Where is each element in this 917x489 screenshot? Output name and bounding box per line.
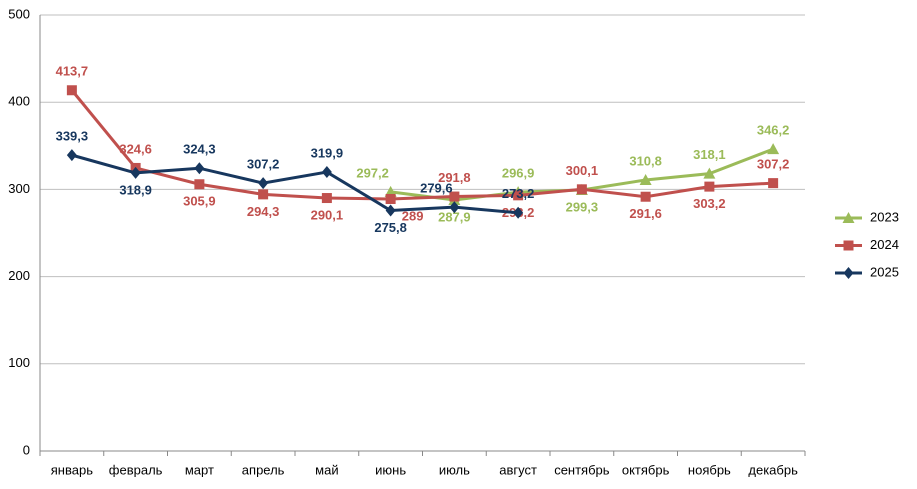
value-label: 294,3 [247, 204, 280, 219]
data-point [449, 191, 460, 202]
value-label: 339,3 [56, 129, 89, 144]
x-tick-label: май [315, 462, 338, 477]
x-tick-label: июль [439, 462, 470, 477]
legend-label: 2025 [870, 264, 899, 279]
data-point [639, 173, 652, 185]
value-label: 307,2 [247, 157, 280, 172]
value-label: 305,9 [183, 194, 216, 209]
data-point [703, 167, 716, 179]
series-line [71, 153, 519, 215]
y-tick-label: 500 [8, 6, 30, 21]
x-tick-label: март [185, 462, 214, 477]
data-point [66, 85, 77, 96]
value-label: 346,2 [757, 123, 790, 138]
x-tick-label: октябрь [622, 462, 670, 477]
value-label: 297,2 [356, 165, 389, 180]
value-label: 300,1 [566, 163, 599, 178]
x-tick-label: февраль [109, 462, 163, 477]
data-point [385, 193, 396, 204]
data-point [130, 166, 141, 179]
x-tick-label: декабрь [748, 462, 798, 477]
value-label: 318,1 [693, 147, 726, 162]
value-label: 318,9 [119, 182, 152, 197]
x-tick-label: август [499, 462, 537, 477]
x-tick-label: ноябрь [688, 462, 731, 477]
data-point [194, 179, 205, 190]
value-label: 303,2 [693, 196, 726, 211]
value-label: 413,7 [56, 64, 89, 79]
data-point [385, 204, 396, 217]
data-point [66, 149, 77, 162]
data-point [513, 206, 524, 219]
legend-marker [843, 267, 854, 279]
value-label: 319,9 [311, 145, 344, 160]
data-point [449, 201, 460, 214]
legend-label: 2024 [870, 237, 899, 252]
data-point [640, 191, 651, 202]
data-point [321, 166, 332, 179]
value-label: 299,3 [566, 199, 599, 214]
value-label: 275,8 [374, 220, 407, 235]
data-point [704, 181, 715, 192]
series-line [70, 89, 774, 201]
value-label: 279,6 [420, 181, 453, 196]
value-label: 324,3 [183, 142, 216, 157]
x-tick-label: сентябрь [554, 462, 610, 477]
x-tick-label: апрель [242, 462, 285, 477]
value-label: 307,2 [757, 157, 790, 172]
value-label: 289 [402, 208, 424, 223]
value-label: 296,9 [502, 166, 535, 181]
value-label: 324,6 [119, 141, 152, 156]
y-tick-label: 100 [8, 355, 30, 370]
value-label: 273,2 [502, 186, 535, 201]
y-tick-label: 200 [8, 268, 30, 283]
legend-marker [842, 212, 855, 223]
data-point [767, 143, 780, 155]
data-point [768, 178, 779, 189]
x-tick-label: январь [51, 462, 93, 477]
data-point [258, 189, 269, 200]
value-label: 287,9 [438, 209, 471, 224]
y-tick-label: 400 [8, 94, 30, 109]
value-label: 291,6 [629, 206, 662, 221]
y-tick-label: 0 [23, 442, 30, 457]
data-point [258, 177, 269, 190]
data-point [194, 162, 205, 175]
data-point [576, 184, 587, 195]
value-label: 291,8 [438, 170, 471, 185]
y-tick-label: 300 [8, 181, 30, 196]
x-tick-label: июнь [375, 462, 406, 477]
legend-marker [843, 240, 854, 251]
data-point [321, 193, 332, 204]
value-label: 290,1 [311, 207, 344, 222]
value-label: 310,8 [629, 153, 662, 168]
data-point [513, 190, 524, 201]
legend-label: 2023 [870, 209, 899, 224]
